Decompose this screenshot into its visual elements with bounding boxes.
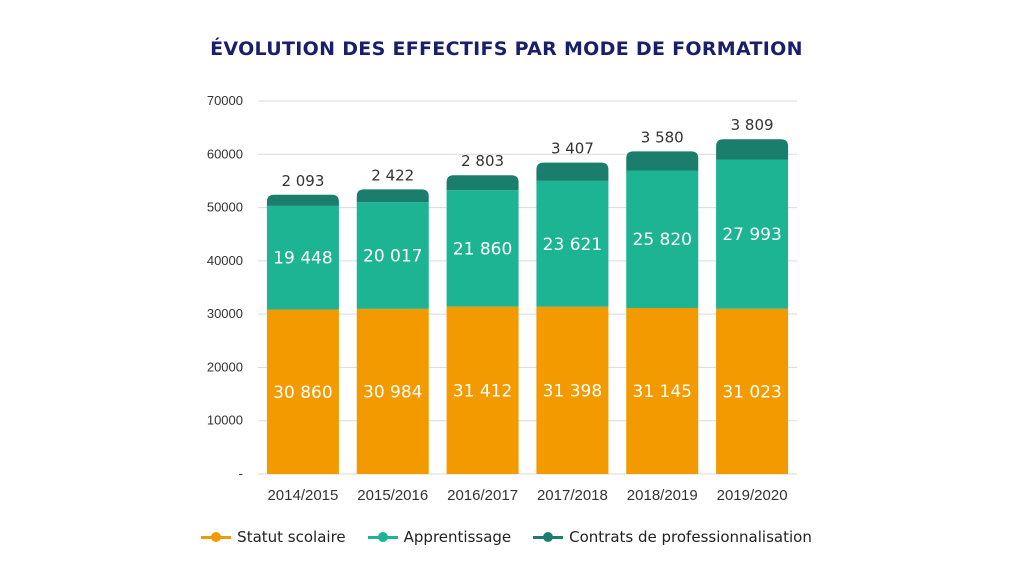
x-tick-label: 2017/2018: [537, 487, 608, 504]
x-tick-label: 2018/2019: [627, 487, 698, 504]
data-label-statut-scolaire: 31 412: [453, 381, 512, 401]
data-label-statut-scolaire: 31 145: [633, 382, 692, 402]
data-label-contrats-pro: 2 093: [281, 172, 324, 190]
data-label-apprentissage: 27 993: [722, 225, 781, 245]
data-label-apprentissage: 23 621: [543, 235, 602, 255]
x-tick-label: 2015/2016: [357, 487, 428, 504]
bar-contrats-pro: [356, 189, 429, 203]
bar-statut-scolaire: [356, 308, 429, 474]
bar-apprentissage: [356, 202, 429, 309]
y-tick-label: 40000: [207, 253, 243, 268]
data-label-apprentissage: 21 860: [453, 239, 512, 259]
x-tick-label: 2019/2020: [717, 487, 788, 504]
bar-contrats-pro: [716, 139, 789, 160]
data-label-apprentissage: 20 017: [363, 247, 422, 267]
y-tick-label: 10000: [207, 413, 243, 428]
legend-marker-icon: [367, 531, 398, 543]
data-labels: 30 860 19 448 2 093 30 984 20 017 2 422 31 412…: [273, 116, 782, 403]
bar-apprentissage: [446, 190, 519, 307]
y-tick-label: 30000: [207, 306, 243, 321]
data-label-statut-scolaire: 30 984: [363, 382, 422, 402]
y-tick-label: 60000: [207, 146, 243, 161]
bar-statut-scolaire: [266, 309, 339, 474]
data-label-statut-scolaire: 30 860: [273, 383, 332, 403]
y-tick-label: 50000: [207, 200, 243, 215]
legend-marker-icon: [201, 531, 232, 543]
x-axis-labels: 2014/2015 2015/2016 2016/2017 2017/2018 2018…: [267, 487, 787, 504]
data-label-contrats-pro: 3 580: [641, 128, 684, 146]
bar-apprentissage: [716, 159, 789, 309]
x-tick-label: 2016/2017: [447, 487, 518, 504]
bar-statut-scolaire: [626, 308, 699, 474]
data-label-statut-scolaire: 31 023: [722, 382, 781, 402]
y-tick-label: 70000: [207, 93, 243, 108]
bar-apprentissage: [626, 170, 699, 309]
data-label-contrats-pro: 3 809: [731, 116, 774, 134]
data-label-apprentissage: 19 448: [273, 249, 332, 269]
bar-contrats-pro: [446, 175, 519, 191]
legend-item-statut-scolaire: Statut scolaire: [201, 528, 346, 546]
legend-label: Contrats de professionnalisation: [569, 528, 812, 546]
data-label-contrats-pro: 3 407: [551, 140, 594, 158]
legend-item-apprentissage: Apprentissage: [367, 528, 512, 546]
bar-contrats-pro: [626, 151, 699, 171]
legend-item-contrats-pro: Contrats de professionnalisation: [533, 528, 812, 546]
data-label-contrats-pro: 2 422: [371, 166, 414, 184]
legend-label: Apprentissage: [403, 528, 512, 546]
y-tick-label: -: [239, 466, 243, 481]
stacked-bar-chart: - 10000 20000 30000 40000 50000 60000 70000 30 …: [207, 93, 797, 504]
bars: [266, 139, 789, 474]
y-axis-ticks: - 10000 20000 30000 40000 50000 60000 70000: [207, 93, 243, 481]
bar-statut-scolaire: [446, 306, 519, 474]
bar-statut-scolaire: [716, 308, 789, 474]
bar-contrats-pro: [266, 194, 339, 206]
data-label-apprentissage: 25 820: [633, 230, 692, 250]
y-tick-label: 20000: [207, 359, 243, 374]
bar-apprentissage: [536, 180, 609, 307]
legend: Statut scolaire Apprentissage Contrats de …: [0, 528, 1013, 546]
bar-contrats-pro: [536, 162, 609, 181]
data-label-statut-scolaire: 31 398: [543, 381, 602, 401]
chart-title: ÉVOLUTION DES EFFECTIFS PAR MODE DE FORM…: [210, 38, 803, 60]
x-tick-label: 2014/2015: [267, 487, 338, 504]
gridlines: [258, 100, 797, 475]
bar-statut-scolaire: [536, 306, 609, 474]
legend-marker-icon: [533, 531, 564, 543]
bar-apprentissage: [266, 205, 339, 310]
legend-label: Statut scolaire: [237, 528, 346, 546]
data-label-contrats-pro: 2 803: [461, 152, 504, 170]
